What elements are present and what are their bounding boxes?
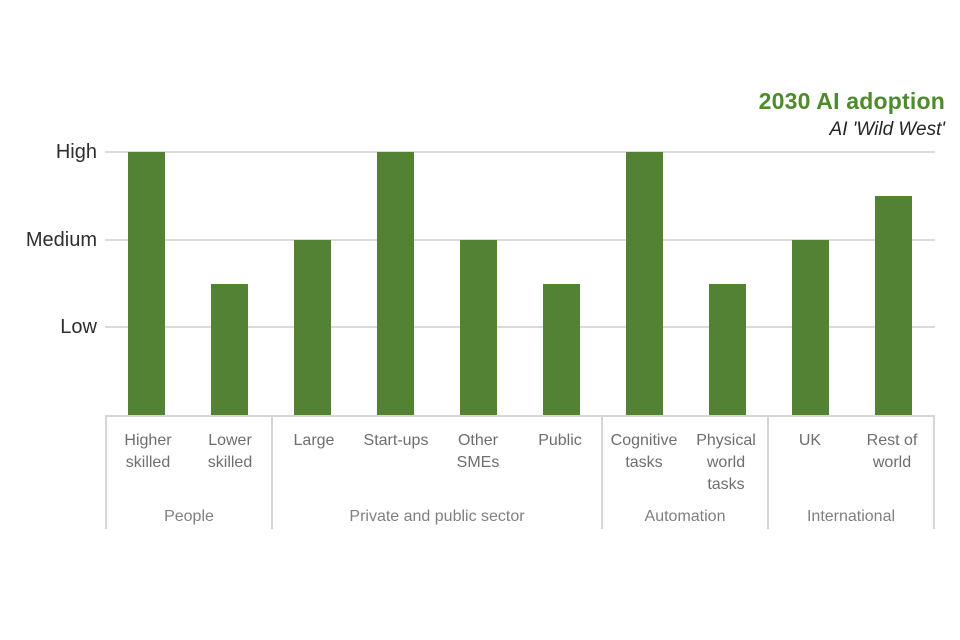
- bar-slot-public: [520, 0, 603, 415]
- title-block: 2030 AI adoption AI 'Wild West': [759, 88, 945, 141]
- x-axis-band: Higher skilled Lower skilled People Large St…: [105, 415, 935, 529]
- chart-subtitle: AI 'Wild West': [829, 119, 945, 140]
- bar-lower-skilled: [211, 283, 248, 415]
- bar-slot-cognitive-tasks: [603, 0, 686, 415]
- bar-higher-skilled: [128, 152, 165, 415]
- x-group-people: Higher skilled Lower skilled People: [105, 417, 271, 529]
- x-group-automation: Cognitive tasks Physical world tasks Autom…: [601, 417, 767, 529]
- group-label: Private and public sector: [349, 508, 525, 525]
- bar-slot-other-smes: [437, 0, 520, 415]
- bar-rest-of-world: [875, 195, 912, 415]
- bar-slot-rest-of-world: [852, 0, 935, 415]
- bar-label-large: Large: [293, 432, 335, 449]
- group-label: Automation: [644, 508, 726, 525]
- y-tick-label-medium: Medium: [25, 228, 97, 251]
- bar-slot-physical-world-tasks: [686, 0, 769, 415]
- bar-slot-large: [271, 0, 354, 415]
- bar-label-start-ups: Start-ups: [363, 432, 429, 449]
- bar-label-rest-of-world: Rest of world: [866, 432, 918, 471]
- bar-label-lower-skilled: Lower skilled: [207, 432, 253, 471]
- bar-label-cognitive-tasks: Cognitive tasks: [610, 432, 678, 471]
- bar-label-row: UK Rest of world: [769, 417, 933, 474]
- bar-uk: [792, 239, 829, 415]
- y-tick-label-high: High: [55, 141, 97, 163]
- chart-title: 2030 AI adoption: [758, 88, 945, 114]
- bar-slot-lower-skilled: [188, 0, 271, 415]
- bar-label-uk: UK: [798, 432, 822, 449]
- bar-cognitive-tasks: [626, 152, 663, 415]
- bar-label-other-smes: Other SMEs: [456, 432, 500, 471]
- bar-physical-world-tasks: [709, 283, 746, 415]
- bar-slot-start-ups: [354, 0, 437, 415]
- bar-large: [294, 239, 331, 415]
- group-label: International: [806, 508, 896, 525]
- bar-start-ups: [377, 152, 414, 415]
- bar-slot-higher-skilled: [105, 0, 188, 415]
- bar-other-smes: [460, 239, 497, 415]
- y-tick-label-low: Low: [60, 316, 97, 339]
- bar-label-row: Cognitive tasks Physical world tasks: [603, 417, 767, 496]
- bar-slot-uk: [769, 0, 852, 415]
- bar-label-row: Large Start-ups Other SMEs Public: [273, 417, 601, 474]
- bar-label-row: Higher skilled Lower skilled: [107, 417, 271, 474]
- group-label: People: [164, 508, 214, 525]
- x-group-private-and-public-sector: Large Start-ups Other SMEs Public Private an…: [271, 417, 601, 529]
- bar-label-public: Public: [538, 432, 582, 449]
- bar-label-physical-world-tasks: Physical world tasks: [696, 432, 756, 493]
- bar-label-higher-skilled: Higher skilled: [124, 432, 172, 471]
- bar-public: [543, 283, 580, 415]
- bars-layer: [105, 0, 935, 415]
- x-group-international: UK Rest of world International: [767, 417, 935, 529]
